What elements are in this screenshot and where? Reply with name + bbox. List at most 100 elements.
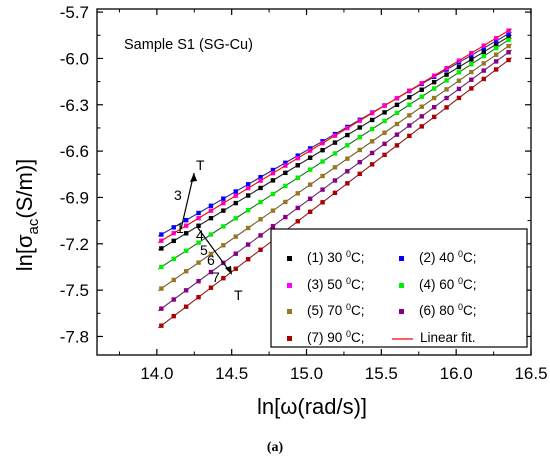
series-5 [158, 43, 512, 292]
data-point [270, 191, 276, 197]
data-point [469, 62, 474, 67]
data-point [295, 163, 300, 168]
data-point [320, 200, 325, 205]
legend-entry-label: (5) 70 0C; [307, 302, 365, 318]
data-point [183, 217, 189, 223]
data-point [208, 215, 214, 221]
data-point [258, 174, 263, 180]
data-point [332, 165, 338, 170]
y-tick-label: -6.0 [60, 49, 89, 68]
legend-marker [287, 336, 292, 341]
y-tick-label: -6.3 [60, 96, 89, 115]
data-point [481, 61, 486, 66]
data-point [196, 240, 201, 245]
data-point [283, 183, 288, 189]
data-point [258, 233, 263, 238]
arrow-down-label: T [234, 287, 243, 303]
data-point [481, 45, 486, 51]
data-point [369, 162, 375, 167]
data-point [456, 78, 462, 83]
data-point [419, 104, 424, 109]
data-point [493, 42, 499, 47]
data-point [481, 53, 486, 59]
data-point [245, 207, 251, 213]
data-point [307, 182, 313, 187]
chart-title: Sample S1 (SG-Cu) [124, 37, 253, 53]
legend-entry-label: (6) 80 0C; [419, 302, 477, 318]
data-point [332, 151, 338, 156]
data-point [456, 95, 462, 101]
x-axis-label: ln[ω(rad/s)] [257, 394, 367, 419]
data-point [270, 167, 276, 173]
data-point [221, 208, 226, 213]
data-point [320, 147, 325, 153]
data-point [171, 313, 176, 319]
data-point [159, 323, 164, 328]
y-axis-label: ln[σac(S/m)] [12, 159, 42, 272]
data-point [493, 38, 499, 44]
data-point [320, 159, 325, 164]
data-point [431, 104, 437, 110]
data-point [369, 117, 375, 123]
legend-entry-label: (3) 50 0C; [307, 276, 365, 292]
arrow-up-label: T [196, 157, 205, 173]
data-point [394, 132, 400, 137]
data-point [171, 225, 176, 230]
x-tick-label: 15.5 [365, 364, 398, 383]
data-point [382, 118, 387, 124]
data-point [345, 132, 350, 138]
data-point [506, 37, 511, 43]
data-point [270, 208, 276, 213]
data-point [357, 135, 362, 140]
y-tick-label: -6.9 [60, 188, 89, 207]
data-point [481, 49, 486, 55]
curve-number-label: 3 [174, 187, 182, 203]
legend-marker [287, 283, 292, 288]
y-tick-label: -7.8 [60, 327, 89, 346]
data-point [307, 196, 313, 201]
data-point [233, 266, 238, 271]
data-point [357, 171, 362, 177]
legend-entry-label: (4) 60 0C; [419, 276, 477, 292]
arrow-up-line [180, 172, 195, 230]
legend-marker [399, 309, 404, 314]
data-point [357, 125, 362, 130]
data-point [171, 238, 176, 244]
data-point [221, 224, 226, 229]
arrow-up-head [190, 173, 197, 182]
y-tick-label: -6.6 [60, 142, 89, 161]
data-point [407, 95, 412, 100]
data-point [407, 102, 412, 107]
curve-number-label: 1 [176, 220, 184, 236]
data-point [332, 178, 338, 183]
data-point [456, 86, 462, 92]
curve-number-label: 4 [196, 227, 204, 243]
data-point [394, 110, 400, 116]
legend-entry-label: (2) 40 0C; [419, 249, 477, 265]
y-tick-label: -7.5 [60, 281, 89, 300]
data-point [506, 31, 511, 36]
data-point [407, 113, 412, 118]
data-point [431, 86, 437, 91]
data-point [233, 189, 238, 194]
data-point [295, 153, 300, 158]
legend-marker [287, 256, 292, 261]
data-point [307, 167, 313, 172]
plot-frame [96, 8, 532, 356]
data-point [233, 251, 238, 256]
data-point [196, 294, 201, 300]
data-point [258, 185, 263, 191]
legend-fit-label: Linear fit. [420, 330, 476, 345]
data-point [283, 170, 288, 176]
data-point [233, 216, 238, 221]
data-point [171, 277, 176, 283]
x-tick-label: 16.0 [440, 364, 473, 383]
data-point [332, 190, 338, 196]
data-point [221, 243, 226, 248]
data-point [469, 77, 474, 82]
data-point [221, 276, 226, 281]
legend: (1) 30 0C; (2) 40 0C; (3) 50 0C; (4) 60 0C;… [270, 228, 528, 348]
data-point [295, 219, 300, 224]
data-point [258, 199, 263, 205]
